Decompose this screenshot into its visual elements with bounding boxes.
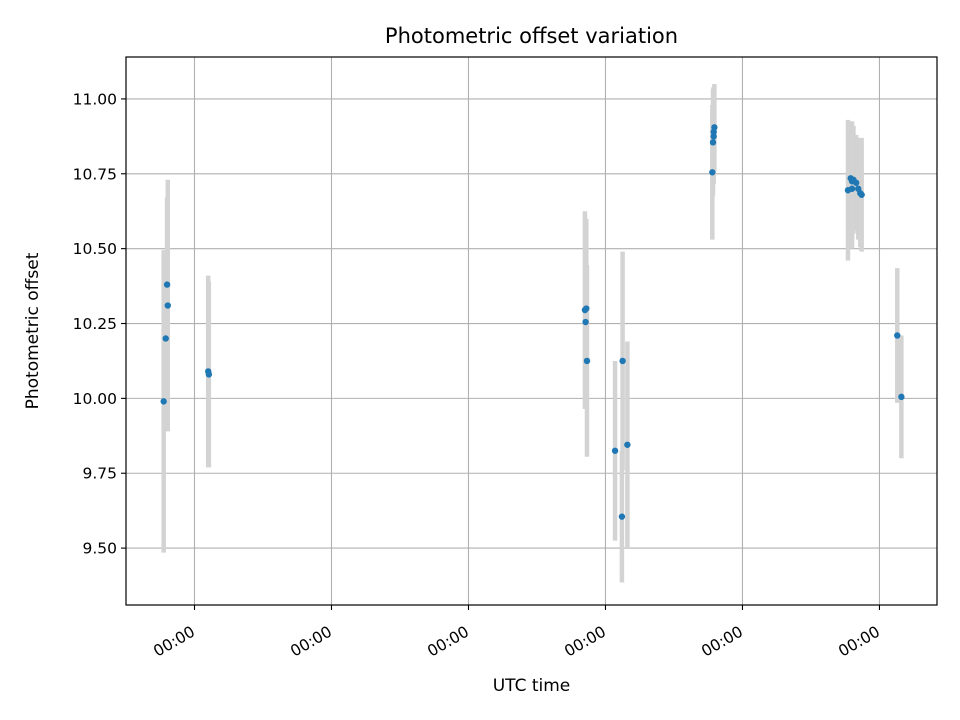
data-point (619, 357, 626, 365)
data-point (710, 133, 717, 140)
x-axis-label: UTC time (493, 676, 571, 696)
data-point (624, 441, 631, 448)
data-point (848, 185, 856, 192)
data-point (205, 371, 213, 378)
y-tick-label: 9.75 (82, 465, 117, 483)
y-tick-label: 9.50 (82, 540, 117, 558)
data-point (711, 124, 718, 131)
data-point (162, 335, 169, 342)
y-tick-label: 11.00 (73, 90, 117, 108)
data-point (858, 191, 865, 198)
y-axis-label: Photometric offset (23, 252, 43, 409)
data-point (894, 332, 901, 339)
data-point (163, 281, 171, 288)
data-point (611, 447, 619, 454)
y-tick-label: 10.25 (73, 315, 117, 333)
data-point (583, 305, 590, 312)
chart-title: Photometric offset variation (385, 24, 678, 48)
y-tick-label: 10.50 (73, 240, 117, 258)
data-point (582, 318, 589, 326)
y-tick-label: 10.75 (73, 165, 117, 183)
plot-frame (125, 56, 938, 606)
data-point (898, 393, 905, 401)
data-point (160, 398, 167, 405)
y-tick-label: 10.00 (73, 390, 117, 408)
data-point (164, 302, 171, 309)
y-axis-ticks: 9.50 9.75 10.00 10.25 10.50 10.75 11.00 (73, 90, 126, 558)
data-point (618, 513, 626, 520)
data-point (709, 169, 716, 176)
data-points (160, 124, 905, 520)
grid (126, 57, 937, 605)
data-point (583, 357, 591, 365)
data-point (852, 179, 860, 186)
data-point (709, 139, 717, 146)
